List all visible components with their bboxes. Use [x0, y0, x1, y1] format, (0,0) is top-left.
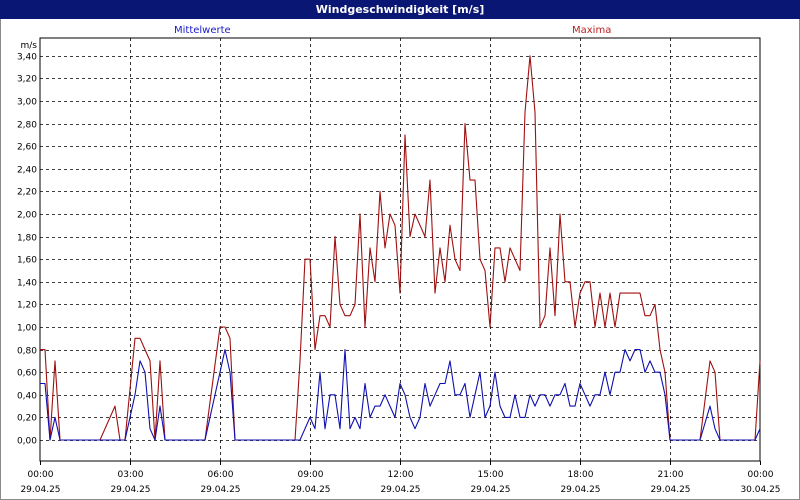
y-tick-label: 1,40 — [17, 279, 37, 289]
x-tick-time: 18:00 — [568, 470, 594, 480]
x-tick-date: 29.04.25 — [560, 485, 600, 495]
x-tick-date: 29.04.25 — [380, 485, 420, 495]
window-title: Windgeschwindigkeit [m/s] — [0, 0, 800, 19]
x-tick-time: 03:00 — [118, 470, 144, 480]
y-tick-label: 0,00 — [17, 437, 37, 447]
x-tick-time: 09:00 — [298, 470, 324, 480]
y-tick-label: 2,20 — [17, 188, 37, 198]
y-axis-label: m/s — [21, 41, 38, 51]
y-tick-label: 3,00 — [17, 98, 37, 108]
series-line-maxima — [40, 55, 761, 441]
y-tick-label: 3,40 — [17, 53, 37, 63]
y-tick-label: 1,20 — [17, 301, 37, 311]
x-tick-time: 00:00 — [748, 470, 774, 480]
x-tick-time: 15:00 — [478, 470, 504, 480]
x-tick-date: 30.04.25 — [740, 485, 780, 495]
x-tick-date: 29.04.25 — [650, 485, 690, 495]
y-tick-label: 1,80 — [17, 234, 37, 244]
y-tick-label: 2,40 — [17, 166, 37, 176]
legend-maxima: Maxima — [572, 25, 612, 36]
y-tick-label: 0,80 — [17, 347, 37, 357]
y-tick-label: 0,60 — [17, 369, 37, 379]
y-tick-label: 0,20 — [17, 414, 37, 424]
y-tick-label: 2,80 — [17, 121, 37, 131]
series-line-mittelwerte — [40, 349, 761, 441]
x-tick-time: 06:00 — [208, 470, 234, 480]
y-tick-label: 1,60 — [17, 256, 37, 266]
x-tick-time: 21:00 — [658, 470, 684, 480]
y-tick-label: 2,00 — [17, 211, 37, 221]
legend-mittelwerte: Mittelwerte — [174, 25, 231, 36]
x-tick-time: 00:00 — [28, 470, 54, 480]
x-tick-date: 29.04.25 — [110, 485, 150, 495]
x-tick-date: 29.04.25 — [470, 485, 510, 495]
x-tick-time: 12:00 — [388, 470, 414, 480]
x-tick-date: 29.04.25 — [290, 485, 330, 495]
y-tick-label: 1,00 — [17, 324, 37, 334]
y-tick-label: 0,40 — [17, 392, 37, 402]
y-tick-label: 2,60 — [17, 143, 37, 153]
y-tick-label: 3,20 — [17, 75, 37, 85]
x-tick-date: 29.04.25 — [200, 485, 240, 495]
x-tick-date: 29.04.25 — [20, 485, 60, 495]
